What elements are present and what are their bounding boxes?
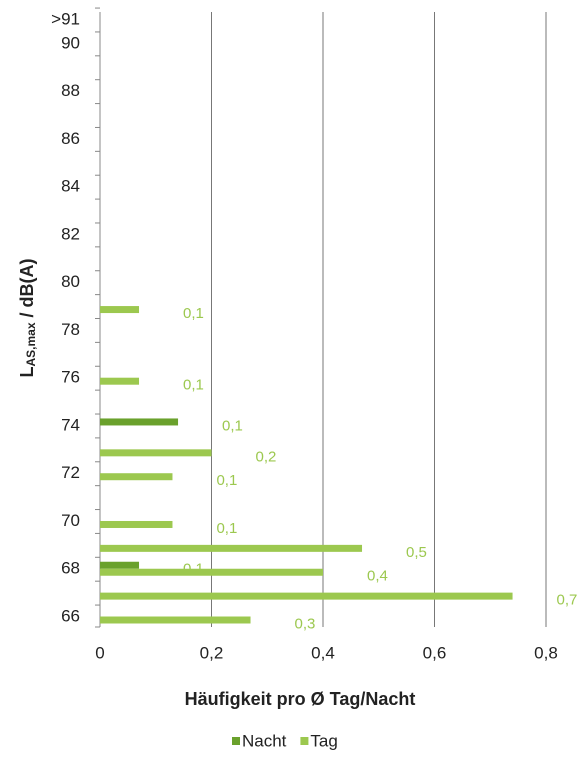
legend-label: Nacht (242, 731, 287, 750)
value-label: 0,1 (183, 377, 204, 394)
bar (100, 377, 140, 385)
legend-swatch (300, 737, 309, 745)
value-label: 0,1 (216, 520, 237, 537)
y-label-main: L (17, 367, 37, 378)
bar (100, 616, 251, 624)
y-tick-label: 76 (61, 368, 80, 387)
bar (100, 418, 179, 426)
x-axis-label: Häufigkeit pro Ø Tag/Nacht (185, 689, 416, 709)
y-axis-label: LAS,max / dB(A) (17, 258, 38, 377)
y-tick-label: 86 (61, 129, 80, 148)
x-tick-label: 0,2 (200, 643, 224, 662)
y-tick-label: 66 (61, 606, 80, 625)
bar (100, 473, 173, 481)
y-tick-label: 80 (61, 272, 80, 291)
y-tick-label: 84 (61, 177, 80, 196)
x-tick-label: 0,8 (534, 643, 558, 662)
bar (100, 592, 513, 600)
x-tick-label: 0 (95, 643, 104, 662)
legend-swatch (232, 737, 240, 745)
y-tick-label: 74 (61, 415, 80, 434)
bar (100, 561, 140, 569)
y-label-sub: AS,max (24, 322, 38, 366)
value-label: 0,5 (406, 544, 427, 561)
y-tick-label: 78 (61, 320, 80, 339)
y-tick-label: 88 (61, 81, 80, 100)
value-label: 0,1 (216, 472, 237, 489)
y-tick-label: 70 (61, 511, 80, 530)
bar (100, 568, 323, 576)
y-tick-label: 82 (61, 224, 80, 243)
value-label: 0,2 (256, 448, 277, 465)
x-tick-label: 0,6 (423, 643, 447, 662)
value-label: 0,1 (183, 305, 204, 322)
y-tick-label: >91 (51, 9, 80, 28)
y-tick-label: 72 (61, 463, 80, 482)
value-label: 0,7 (557, 592, 578, 609)
legend-label: Tag (310, 731, 337, 750)
y-tick-label: 68 (61, 559, 80, 578)
bar (100, 544, 363, 552)
value-label: 0,3 (295, 615, 316, 632)
x-tick-label: 0,4 (311, 643, 335, 662)
y-label-rest: / dB(A) (17, 258, 37, 322)
value-label: 0,1 (222, 417, 243, 434)
bar (100, 306, 140, 314)
y-tick-label: 90 (61, 33, 80, 52)
value-label: 0,4 (367, 568, 388, 585)
bar (100, 520, 173, 528)
bar (100, 449, 212, 457)
